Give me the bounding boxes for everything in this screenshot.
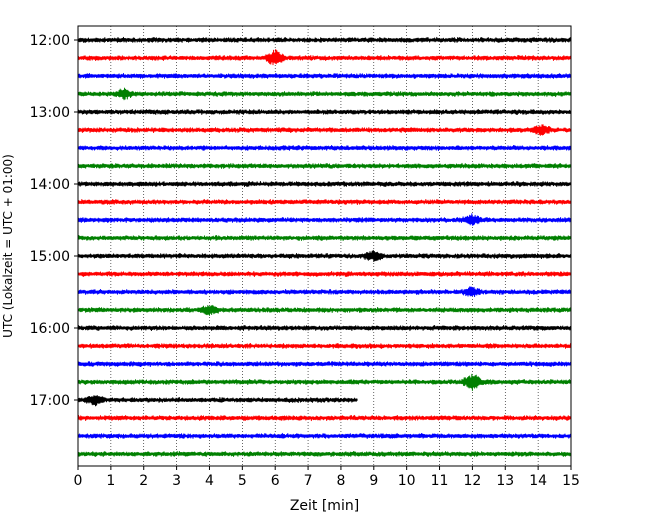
trace-1200 — [77, 36, 572, 43]
x-tick-label: 5 — [238, 473, 247, 489]
grid-layer — [110, 26, 539, 466]
trace-1545 — [77, 304, 572, 316]
x-tick-label: 11 — [431, 473, 449, 489]
x-tick-label: 10 — [398, 473, 416, 489]
trace-1245 — [77, 87, 572, 101]
y-tick-label: 12:00 — [30, 33, 70, 49]
x-tick-label: 1 — [106, 473, 115, 489]
trace-1645 — [77, 373, 572, 392]
trace-1230 — [77, 72, 572, 80]
x-axis: 0 1 2 3 4 5 6 7 8 9 10 11 12 13 14 15 — [74, 466, 580, 489]
x-tick-label: 9 — [369, 473, 378, 489]
trace-1730 — [77, 432, 572, 439]
y-tick-label: 15:00 — [30, 249, 70, 265]
x-tick-label: 15 — [562, 473, 580, 489]
plot-frame — [77, 25, 572, 467]
trace-1715 — [77, 414, 572, 422]
trace-1700 — [77, 394, 358, 407]
x-tick-label: 0 — [74, 473, 83, 489]
trace-1530 — [77, 286, 572, 298]
x-tick-label: 13 — [496, 473, 514, 489]
trace-1630 — [77, 361, 572, 368]
trace-1400 — [77, 181, 572, 188]
x-tick-label: 14 — [529, 473, 547, 489]
trace-1430 — [77, 213, 572, 226]
y-axis-label: UTC (Lokalzeit = UTC + 01:00) — [1, 154, 15, 338]
trace-1615 — [77, 342, 572, 350]
trace-1600 — [77, 325, 572, 332]
y-tick-label: 13:00 — [30, 105, 70, 121]
x-tick-label: 6 — [271, 473, 280, 489]
y-tick-label: 16:00 — [30, 321, 70, 337]
trace-1745 — [77, 450, 572, 458]
x-tick-label: 3 — [172, 473, 181, 489]
trace-1500 — [77, 249, 572, 263]
trace-1415 — [77, 199, 572, 206]
y-tick-label: 14:00 — [30, 177, 70, 193]
x-tick-label: 4 — [205, 473, 214, 489]
trace-1330 — [77, 144, 572, 152]
x-tick-label: 7 — [304, 473, 313, 489]
trace-1345 — [77, 162, 572, 169]
x-tick-label: 8 — [336, 473, 345, 489]
y-axis: 12:00 13:00 14:00 15:00 16:00 17:00 — [30, 33, 78, 409]
trace-1215 — [77, 49, 572, 66]
trace-1515 — [77, 270, 572, 278]
x-tick-label: 12 — [463, 473, 481, 489]
x-tick-label: 2 — [139, 473, 148, 489]
y-tick-label: 17:00 — [30, 393, 70, 409]
x-axis-label: Zeit [min] — [290, 498, 359, 514]
trace-layer — [77, 36, 572, 458]
trace-1445 — [77, 235, 572, 241]
trace-1315 — [77, 124, 572, 136]
trace-1300 — [77, 109, 572, 116]
